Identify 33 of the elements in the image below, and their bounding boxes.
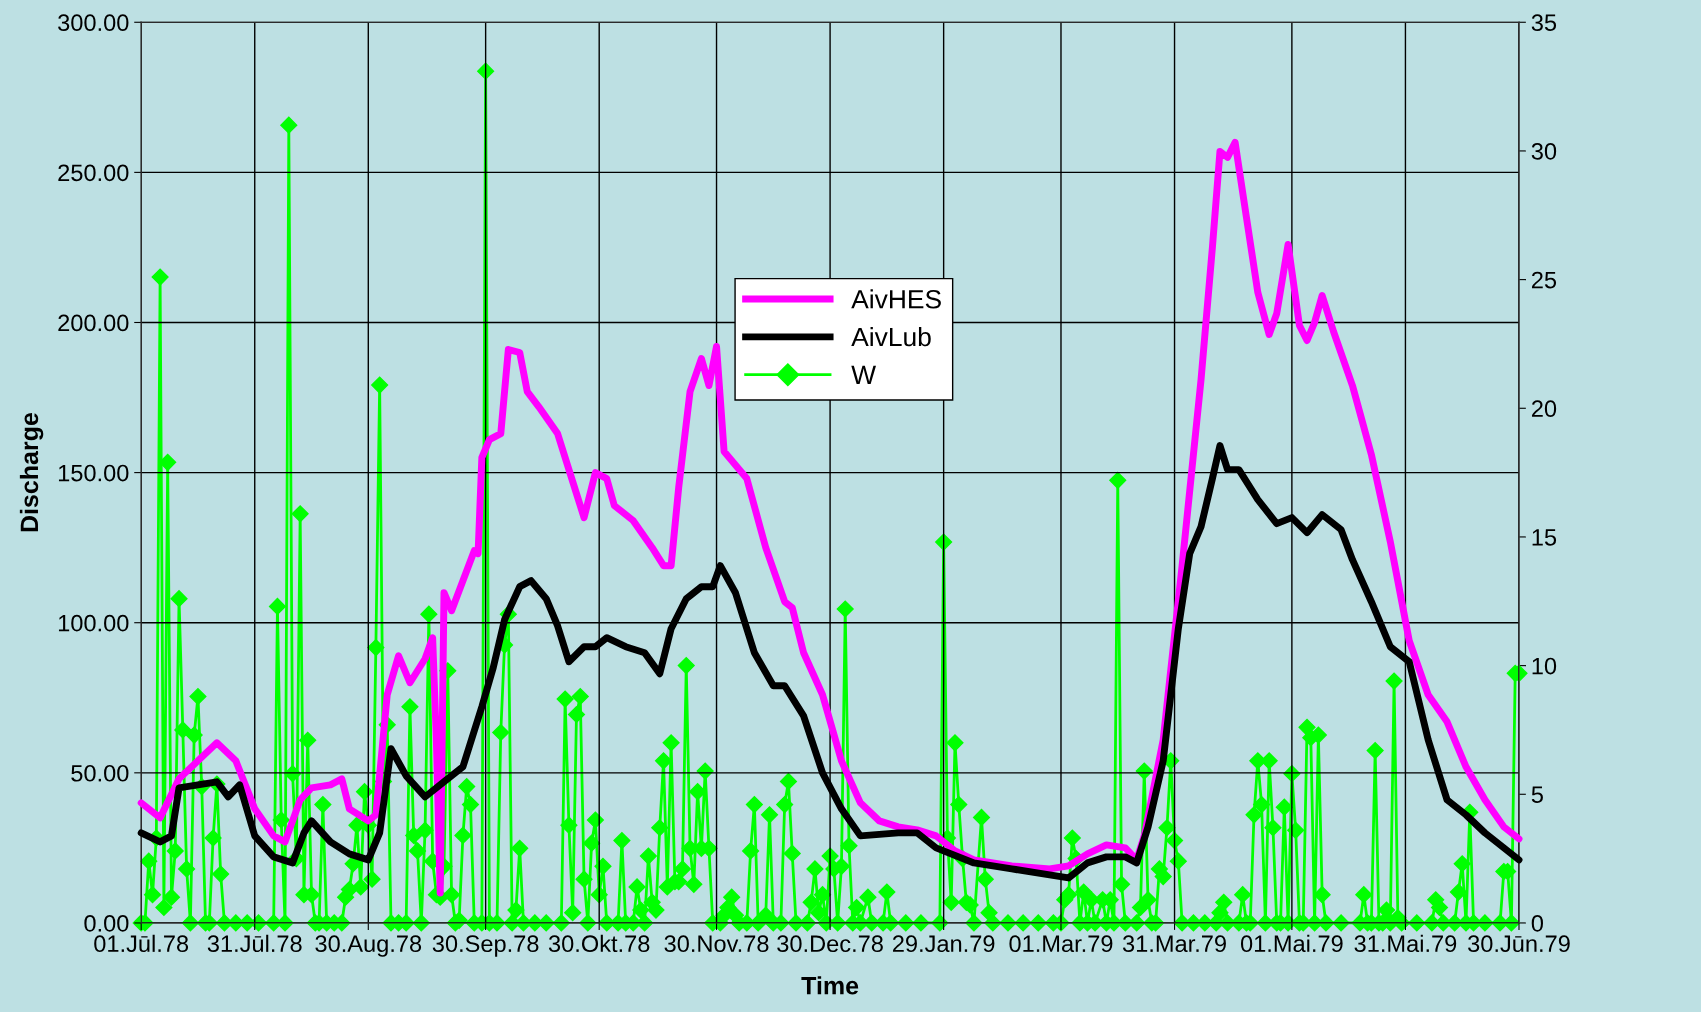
y2-tick-label: 35: [1531, 14, 1557, 32]
y2-tick-label: 5: [1531, 786, 1543, 804]
x-tick-label: 01.Jūl.78: [94, 934, 189, 953]
y-axis-title: Discharge: [19, 413, 44, 532]
x-axis-title: Time: [801, 976, 859, 995]
y-tick-label: 300.00: [58, 14, 129, 32]
x-tick-label: 30.Dec.78: [777, 935, 883, 953]
y2-tick-label: 10: [1532, 657, 1557, 675]
x-tick-label: 30.Nov.78: [664, 935, 769, 953]
x-tick-label: 29.Jan.79: [892, 935, 995, 953]
x-tick-label: 30.Sep.78: [432, 935, 539, 957]
x-tick-label: 31.Jūl.78: [207, 934, 302, 953]
legend-label: AivLub: [851, 326, 931, 347]
x-tick-label: 30.Okt.78: [548, 934, 650, 953]
y2-tick-label: 15: [1532, 529, 1557, 546]
x-tick-label: 30.Jūn.79: [1468, 935, 1570, 953]
x-tick-label: 31.Mai.79: [1354, 934, 1457, 953]
y-tick-label: 50.00: [71, 764, 129, 782]
y2-tick-label: 30: [1531, 143, 1557, 160]
x-tick-label: 31.Mar.79: [1122, 935, 1226, 953]
y2-tick-label: 20: [1531, 400, 1557, 418]
y2-tick-label: 25: [1531, 271, 1557, 289]
y-tick-label: 250.00: [58, 164, 129, 182]
y2-tick-label: 0: [1531, 915, 1544, 932]
y-tick-label: 150.00: [58, 464, 129, 482]
y-tick-label: 0.00: [84, 915, 129, 932]
y-tick-label: 100.00: [58, 614, 129, 632]
legend-label: AivHES: [851, 289, 941, 309]
y-tick-label: 200.00: [58, 314, 129, 332]
x-tick-label: 01.Mar.79: [1009, 935, 1113, 953]
x-tick-label: 30.Aug.78: [315, 935, 422, 957]
legend-label: W: [851, 365, 876, 384]
x-tick-label: 01.Mai.79: [1240, 934, 1343, 953]
